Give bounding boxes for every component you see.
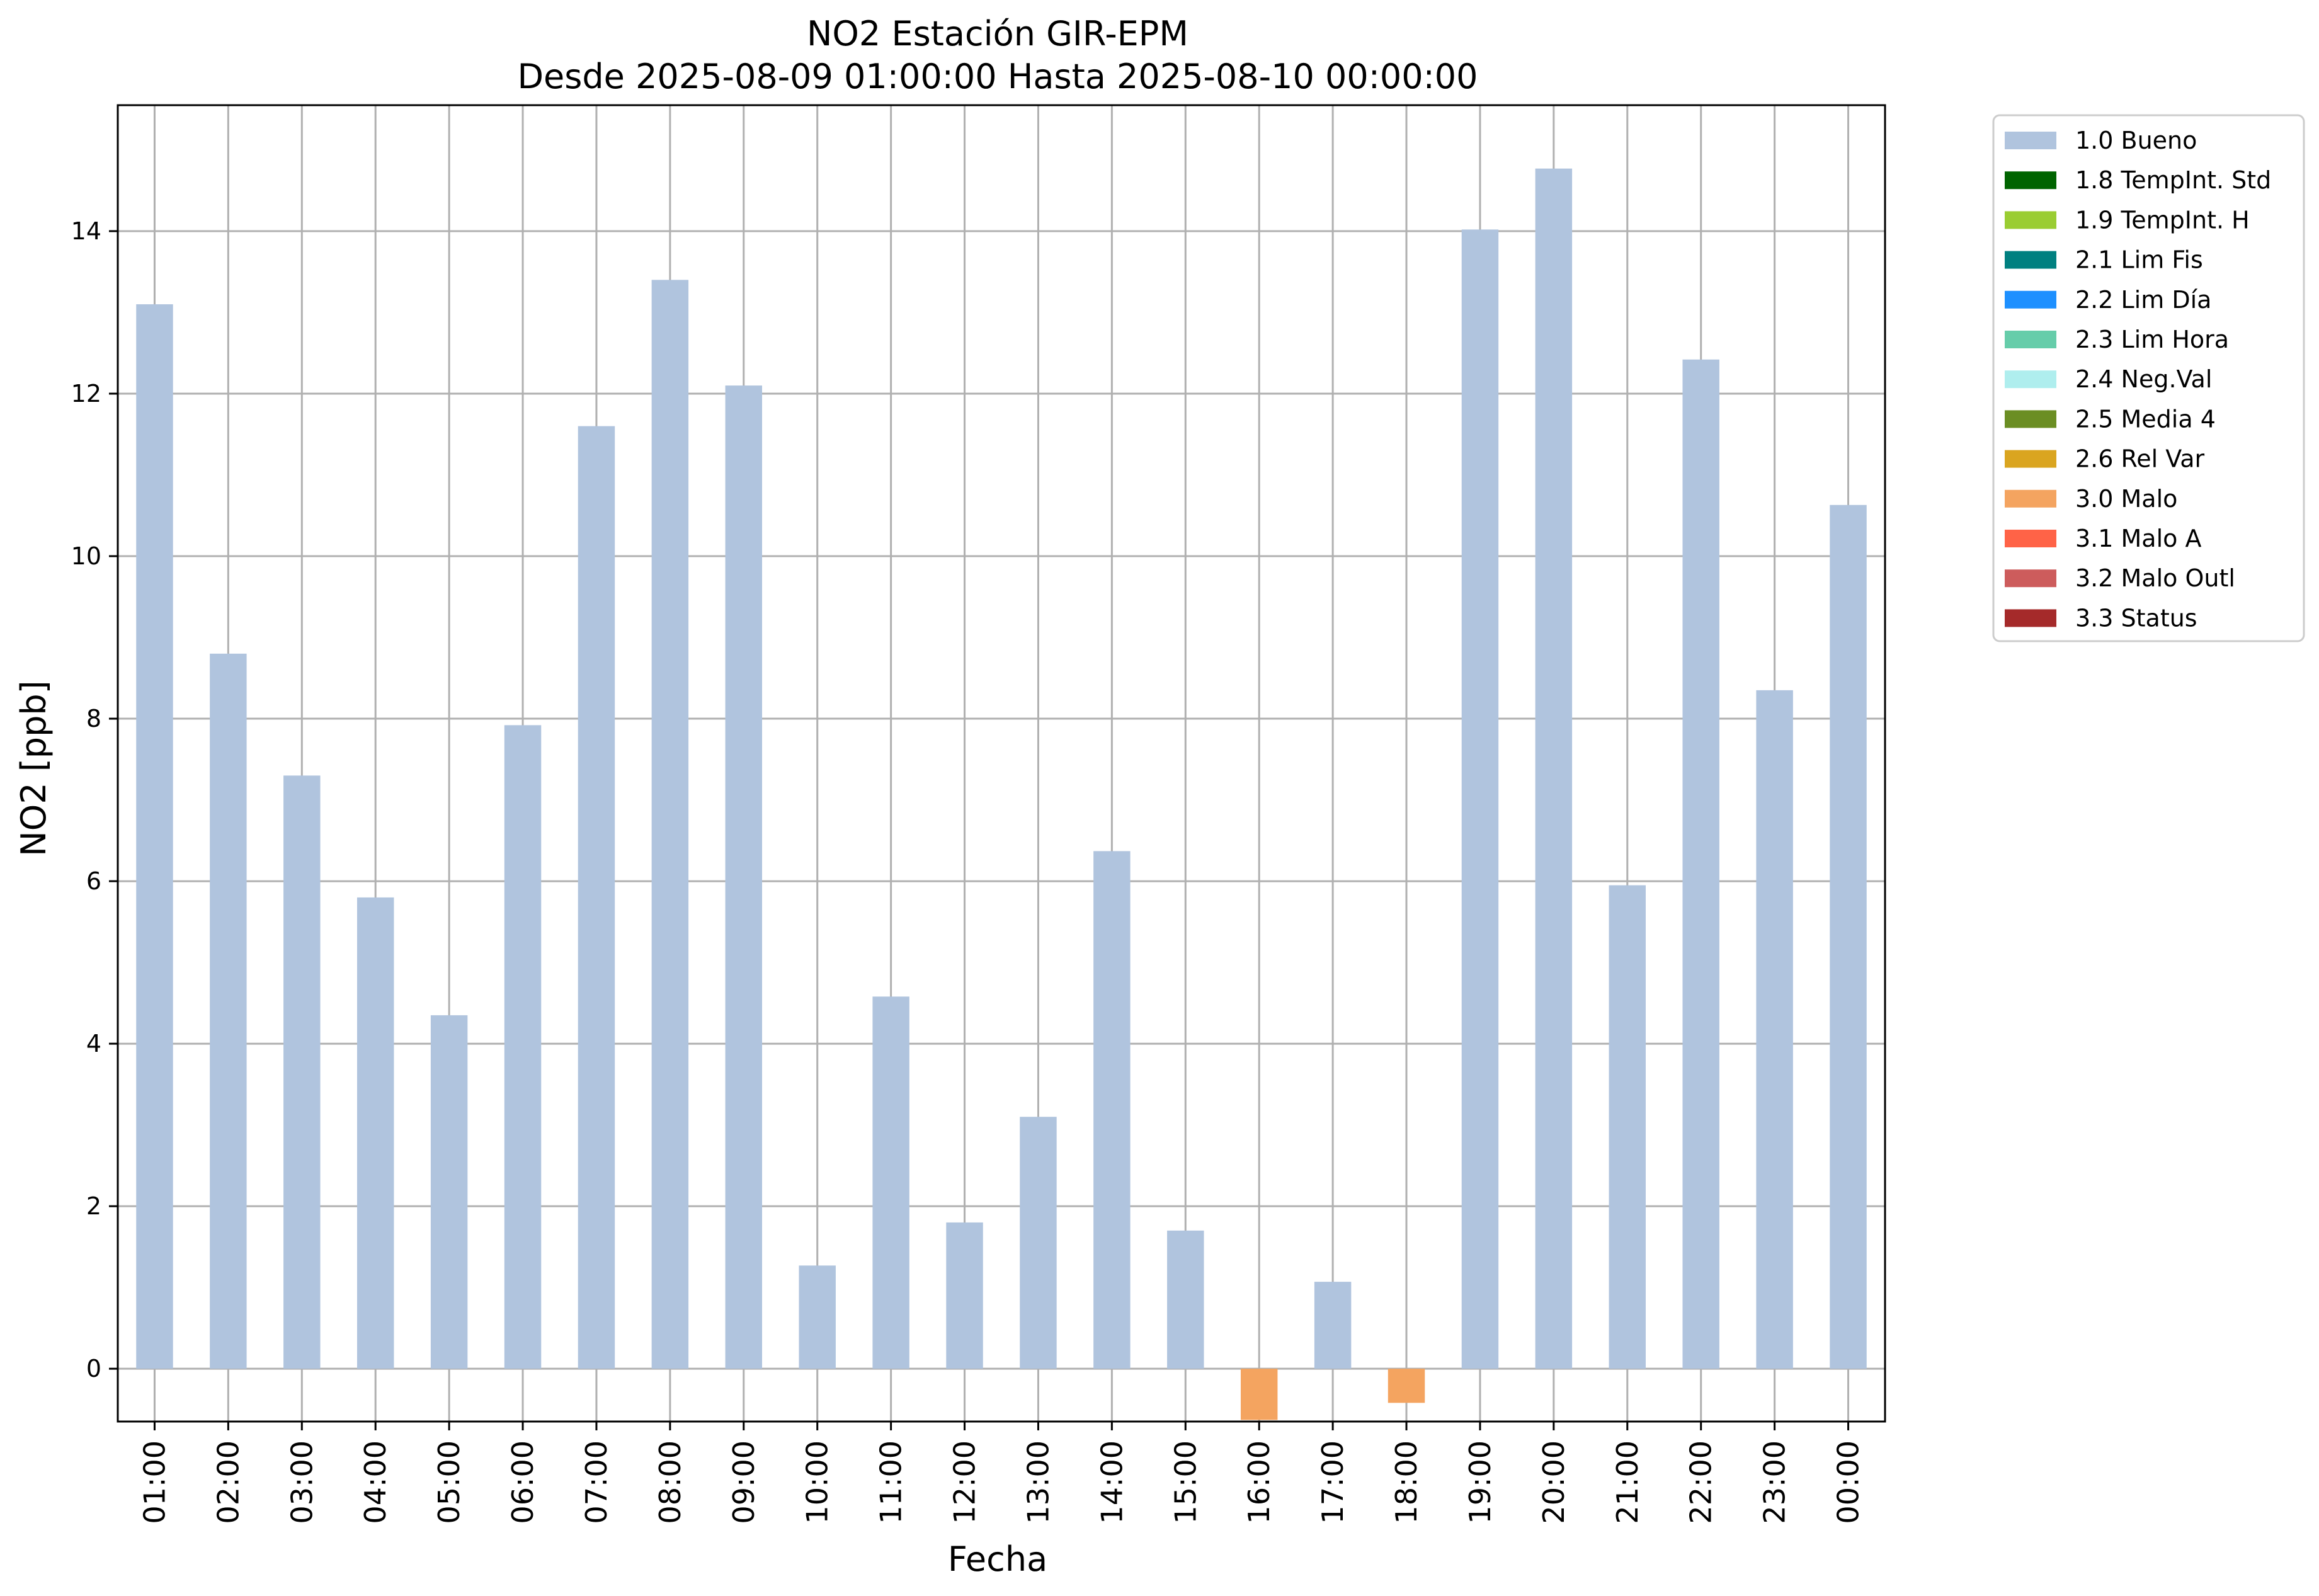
bar-11:00 [872, 996, 909, 1369]
x-axis-label: Fecha [948, 1539, 1047, 1579]
bar-04:00 [356, 897, 394, 1369]
x-axis-ticks: 01:00 02:00 03:00 04:00 05:00 06:00 07:00 08:00… [137, 1422, 1866, 1524]
x-tick-label: 20:00 [1537, 1440, 1571, 1524]
legend-entry-label: 1.8 TempInt. Std [2075, 166, 2271, 194]
legend-entry-label: 3.1 Malo A [2075, 525, 2201, 552]
legend-swatch [2005, 251, 2056, 269]
bar-16:00 [1240, 1369, 1278, 1420]
y-tick-label: 0 [86, 1355, 101, 1382]
bar-06:00 [504, 725, 542, 1369]
x-tick-label: 11:00 [874, 1440, 908, 1524]
bar-22:00 [1682, 359, 1719, 1369]
y-tick-label: 8 [86, 705, 101, 732]
legend-swatch [2005, 450, 2056, 468]
legend-swatch [2005, 609, 2056, 627]
legend-entry-label: 2.4 Neg.Val [2075, 365, 2212, 393]
legend-swatch [2005, 171, 2056, 190]
x-tick-label: 06:00 [506, 1440, 540, 1524]
x-tick-label: 02:00 [211, 1440, 245, 1524]
x-tick-label: 03:00 [285, 1440, 319, 1524]
legend-swatch [2005, 331, 2056, 348]
bar-13:00 [1020, 1117, 1057, 1369]
y-tick-label: 14 [71, 217, 101, 245]
y-axis-label: NO2 [ppb] [14, 680, 54, 856]
bars-group [136, 168, 1867, 1420]
legend-entry-label: 3.0 Malo [2075, 485, 2177, 513]
y-axis-ticks: 0 2 4 6 8 10 12 14 [71, 217, 118, 1382]
x-tick-label: 04:00 [358, 1440, 392, 1524]
legend-swatch [2005, 132, 2056, 149]
y-tick-label: 6 [86, 867, 101, 895]
bar-07:00 [578, 426, 615, 1369]
bar-20:00 [1535, 168, 1573, 1369]
bar-02:00 [210, 653, 247, 1369]
x-tick-label: 10:00 [801, 1440, 835, 1524]
bar-17:00 [1314, 1282, 1352, 1369]
legend-entry-label: 2.2 Lim Día [2075, 286, 2211, 314]
legend-entry-label: 3.3 Status [2075, 604, 2197, 632]
bar-21:00 [1609, 885, 1646, 1369]
x-tick-label: 08:00 [653, 1440, 687, 1524]
legend-box [1992, 114, 2305, 642]
legend-entry-label: 2.5 Media 4 [2075, 405, 2216, 433]
legend-entry-label: 1.9 TempInt. H [2075, 206, 2250, 234]
legend-swatch [2005, 530, 2056, 547]
x-tick-label: 21:00 [1610, 1440, 1644, 1524]
x-tick-label: 16:00 [1242, 1440, 1276, 1524]
x-tick-label: 17:00 [1316, 1440, 1350, 1524]
chart-title: NO2 Estación GIR-EPM [807, 14, 1188, 54]
legend-swatch [2005, 569, 2056, 588]
x-tick-label: 09:00 [727, 1440, 761, 1524]
plot-frame [117, 104, 1886, 1423]
chart-subtitle: Desde 2025-08-09 01:00:00 Hasta 2025-08-… [517, 57, 1478, 96]
bar-23:00 [1756, 690, 1793, 1369]
y-tick-label: 10 [71, 542, 101, 570]
legend-entry-label: 2.6 Rel Var [2075, 445, 2205, 473]
bar-19:00 [1461, 229, 1499, 1369]
x-tick-label: 13:00 [1021, 1440, 1055, 1524]
legend-entry-label: 3.2 Malo Outl [2075, 564, 2235, 592]
x-tick-label: 14:00 [1095, 1440, 1129, 1524]
y-tick-label: 12 [71, 380, 101, 408]
legend-swatch [2005, 290, 2056, 309]
x-tick-label: 01:00 [137, 1440, 171, 1524]
legend-entry-label: 2.1 Lim Fis [2075, 246, 2203, 274]
x-tick-label: 19:00 [1463, 1440, 1497, 1524]
x-tick-label: 23:00 [1758, 1440, 1792, 1524]
legend-swatch [2005, 410, 2056, 428]
x-tick-label: 22:00 [1684, 1440, 1718, 1524]
bar-05:00 [430, 1015, 468, 1369]
x-tick-label: 15:00 [1168, 1440, 1202, 1524]
y-tick-label: 2 [86, 1192, 101, 1220]
bar-18:00 [1387, 1369, 1425, 1403]
legend-entry-label: 2.3 Lim Hora [2075, 326, 2229, 353]
x-tick-label: 18:00 [1389, 1440, 1423, 1524]
bar-09:00 [725, 385, 763, 1369]
bar-03:00 [283, 775, 321, 1369]
bar-12:00 [946, 1222, 983, 1369]
legend-entry-label: 1.0 Bueno [2075, 127, 2197, 154]
bar-15:00 [1167, 1230, 1204, 1369]
legend-swatch [2005, 211, 2056, 229]
x-tick-label: 00:00 [1832, 1440, 1866, 1524]
x-tick-label: 05:00 [432, 1440, 466, 1524]
bar-14:00 [1093, 851, 1131, 1369]
bar-10:00 [799, 1265, 836, 1369]
legend: 1.0 Bueno 1.8 TempInt. Std 1.9 TempInt. H 2… [1992, 114, 2305, 642]
bar-08:00 [651, 280, 689, 1369]
legend-swatch [2005, 489, 2056, 508]
legend-swatch [2005, 370, 2056, 389]
bar-00:00 [1830, 504, 1867, 1369]
bar-01:00 [136, 304, 173, 1369]
x-tick-label: 12:00 [948, 1440, 982, 1524]
y-tick-label: 4 [86, 1030, 101, 1057]
x-tick-label: 07:00 [579, 1440, 613, 1524]
